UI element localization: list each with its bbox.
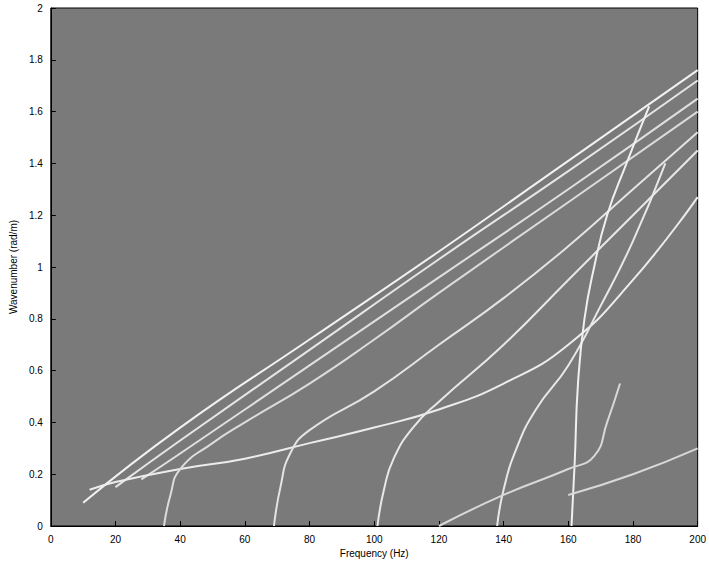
svg-text:0.6: 0.6 xyxy=(29,365,43,376)
svg-text:0.2: 0.2 xyxy=(29,469,43,480)
svg-text:40: 40 xyxy=(175,534,187,545)
svg-text:160: 160 xyxy=(560,534,577,545)
svg-text:0.4: 0.4 xyxy=(29,417,43,428)
svg-text:1: 1 xyxy=(37,262,43,273)
svg-text:1.2: 1.2 xyxy=(29,210,43,221)
svg-text:200: 200 xyxy=(689,534,706,545)
svg-text:120: 120 xyxy=(431,534,448,545)
svg-text:80: 80 xyxy=(304,534,316,545)
svg-text:60: 60 xyxy=(239,534,251,545)
svg-text:Wavenumber (rad/m): Wavenumber (rad/m) xyxy=(8,220,19,314)
svg-text:140: 140 xyxy=(495,534,512,545)
svg-text:100: 100 xyxy=(366,534,383,545)
svg-text:20: 20 xyxy=(110,534,122,545)
svg-text:2: 2 xyxy=(37,3,43,14)
svg-text:Frequency (Hz): Frequency (Hz) xyxy=(340,548,409,559)
svg-text:1.8: 1.8 xyxy=(29,54,43,65)
svg-text:180: 180 xyxy=(625,534,642,545)
svg-text:0.8: 0.8 xyxy=(29,313,43,324)
svg-text:0: 0 xyxy=(37,521,43,532)
svg-text:1.6: 1.6 xyxy=(29,106,43,117)
svg-text:1.4: 1.4 xyxy=(29,158,43,169)
svg-text:0: 0 xyxy=(48,534,54,545)
